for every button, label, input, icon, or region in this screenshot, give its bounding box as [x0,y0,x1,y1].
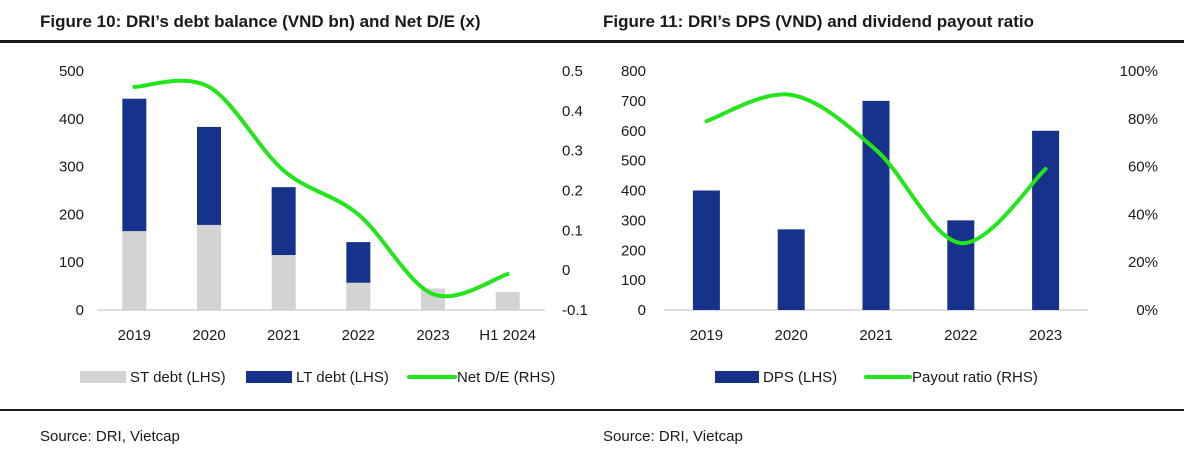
line-series-net [132,78,510,299]
legend-swatch [246,371,292,383]
x-tick-label: H1 2024 [479,327,536,344]
x-tick-label: 2020 [192,327,225,344]
y-right-tick-label: 40% [1128,206,1158,223]
top-divider [0,40,1184,43]
figure-11-title: Figure 11: DRI’s DPS (VND) and dividend … [603,12,1035,31]
y-left-tick-label: 500 [59,63,84,80]
bar-dps-2021 [862,100,890,310]
y-left-tick-label: 300 [621,212,646,229]
bar-dps-2022 [947,220,975,310]
debt-balance-chart: 500 400 300 200 100 0 0.5 0.4 0.3 0.2 0.1 0 -0.1 2019… [59,63,588,386]
bar-lt-2022 [346,242,371,283]
y-left-tick-label: 400 [59,111,84,128]
line-series-payout [704,92,1048,246]
y-left-tick-label: 600 [621,123,646,140]
x-tick-label: 2022 [342,327,375,344]
x-tick-label: 2021 [859,327,892,344]
x-tick-label: 2023 [416,327,449,344]
y-left-tick-label: 0 [76,302,84,319]
y-left-tick-label: 700 [621,93,646,110]
legend-label: Payout ratio (RHS) [912,369,1038,386]
y-left-tick-label: 500 [621,153,646,170]
y-left-tick-label: 100 [59,254,84,271]
legend-swatch [80,371,126,383]
bar-st-h1-2024 [495,291,520,310]
y-left-tick-label: 300 [59,159,84,176]
bar-lt-2019 [122,98,147,232]
legend-label: Net D/E (RHS) [457,369,555,386]
bar-dps-2020 [777,229,805,310]
x-tick-label: 2019 [690,327,723,344]
bar-st-2022 [346,282,371,310]
bar-lt-2020 [197,126,221,225]
y-right-tick-label: 100% [1120,63,1158,80]
y-right-tick-label: 80% [1128,111,1158,128]
y-left-tick-label: 100 [621,272,646,289]
bar-st-2019 [122,231,147,310]
dps-payout-chart: 800 700 600 500 400 300 200 100 0 100% 80% 60% 40% 20… [621,63,1158,386]
bar-dps-2023 [1032,130,1060,310]
y-right-tick-label: 0.1 [562,222,583,239]
legend-label: LT debt (LHS) [296,369,389,386]
y-right-tick-label: 0.5 [562,63,583,80]
bar-lt-2021 [271,187,296,256]
y-left-tick-label: 0 [638,302,646,319]
y-left-tick-label: 200 [59,206,84,223]
x-tick-label: 2022 [944,327,977,344]
y-right-tick-label: 0.2 [562,183,583,200]
y-right-tick-label: 0% [1136,302,1158,319]
y-left-tick-label: 400 [621,183,646,200]
legend-label: DPS (LHS) [763,369,837,386]
y-right-tick-label: -0.1 [562,302,588,319]
y-left-tick-label: 200 [621,242,646,259]
y-right-tick-label: 0.3 [562,143,583,160]
legend-swatch [715,371,759,383]
bar-st-2020 [197,224,221,310]
y-right-tick-label: 60% [1128,159,1158,176]
figure-10-title: Figure 10: DRI’s debt balance (VND bn) a… [40,12,481,31]
y-right-tick-label: 0.4 [562,103,583,120]
bar-st-2021 [271,255,296,310]
y-right-tick-label: 0 [562,262,570,279]
y-right-tick-label: 20% [1128,254,1158,271]
x-tick-label: 2023 [1029,327,1062,344]
x-tick-label: 2021 [267,327,300,344]
bar-dps-2019 [692,190,720,310]
legend-label: ST debt (LHS) [130,369,226,386]
figure-10-source: Source: DRI, Vietcap [40,428,180,445]
x-tick-label: 2019 [118,327,151,344]
x-tick-label: 2020 [775,327,808,344]
bottom-divider [0,409,1184,411]
figure-11-source: Source: DRI, Vietcap [603,428,743,445]
y-left-tick-label: 800 [621,63,646,80]
